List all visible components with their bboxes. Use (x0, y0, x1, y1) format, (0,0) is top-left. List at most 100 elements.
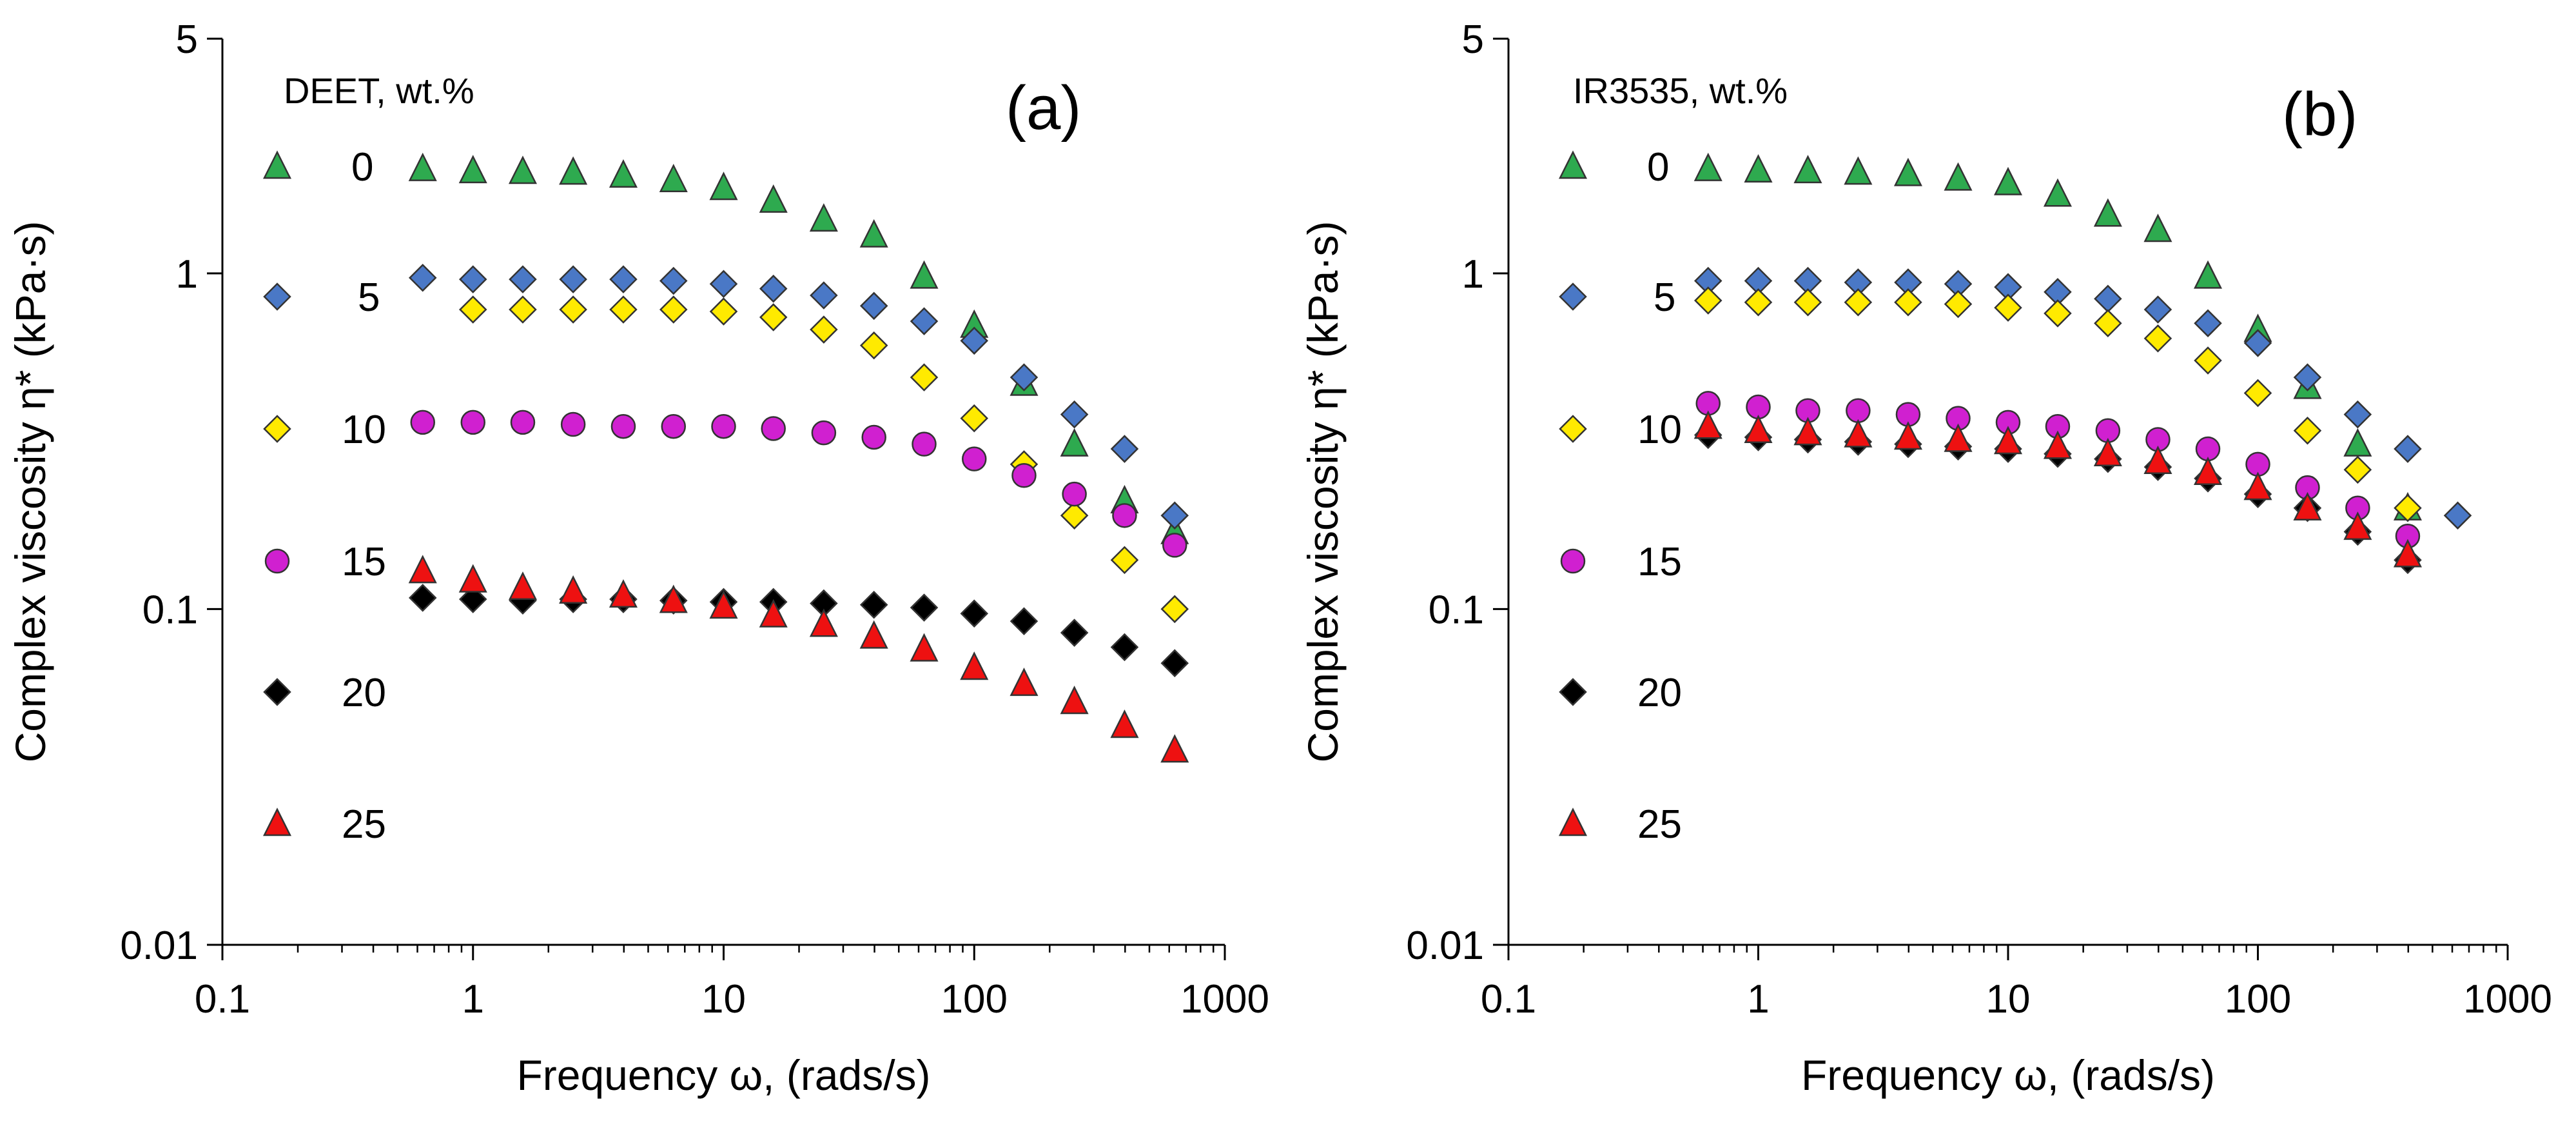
panel-label: (a) (1006, 74, 1081, 143)
data-point (559, 156, 588, 185)
data-point (1793, 155, 1822, 184)
data-point (1993, 166, 2023, 195)
legend-marker (263, 678, 291, 706)
data-point (910, 633, 939, 662)
legend-marker (263, 415, 291, 443)
data-point (910, 260, 939, 289)
data-point (1160, 734, 1189, 763)
x-tick-label: 10 (701, 977, 746, 1022)
data-point (2043, 178, 2073, 207)
data-point (960, 651, 989, 680)
legend-marker (1559, 415, 1587, 443)
panel-label: (b) (2282, 80, 2357, 149)
data-point (610, 413, 636, 439)
data-point (1162, 533, 1187, 558)
data-point (1110, 633, 1139, 662)
y-tick-label: 1 (1462, 252, 1484, 297)
data-point (510, 410, 536, 435)
data-point (1060, 428, 1089, 457)
data-point (1744, 288, 1773, 317)
data-point (458, 564, 487, 593)
data-point (709, 172, 738, 201)
data-point (609, 579, 638, 608)
legend-marker (1558, 807, 1588, 836)
data-point (1062, 481, 1087, 507)
data-point (2393, 539, 2422, 568)
data-point (408, 263, 437, 292)
data-point (759, 184, 788, 213)
data-point (1110, 546, 1139, 575)
data-point (1944, 290, 1973, 319)
data-point (1894, 288, 1922, 317)
data-point (2343, 511, 2372, 540)
data-point (2143, 445, 2172, 474)
data-point (1160, 501, 1189, 530)
data-point (2243, 379, 2272, 408)
data-point (659, 295, 688, 324)
data-point (2143, 213, 2172, 242)
data-point (408, 555, 437, 584)
data-point (1846, 398, 1871, 423)
y-tick-label: 1 (176, 252, 198, 297)
data-point (759, 274, 788, 303)
x-tick-label: 0.1 (1481, 977, 1536, 1022)
data-point (2394, 435, 2422, 463)
x-axis-title: Frequency ω, (rads/s) (516, 1051, 930, 1099)
data-point (910, 363, 939, 391)
x-tick-label: 100 (941, 977, 1008, 1022)
data-point (809, 203, 838, 232)
data-point (1744, 153, 1773, 183)
data-point (1112, 503, 1137, 528)
x-tick-label: 1 (462, 977, 484, 1022)
data-point (759, 598, 788, 628)
data-point (410, 410, 435, 435)
y-tick-label: 0.1 (1429, 588, 1484, 632)
data-point (1060, 618, 1089, 647)
data-point (2044, 299, 2072, 328)
data-point (609, 265, 638, 293)
data-point (962, 446, 987, 471)
data-point (1693, 152, 1722, 181)
legend-title: IR3535, wt.% (1573, 70, 1788, 111)
legend-label: 15 (342, 540, 386, 584)
data-point (2293, 491, 2322, 520)
data-point (2293, 363, 2322, 391)
data-point (560, 411, 586, 437)
data-point (609, 295, 638, 324)
data-point (960, 599, 989, 628)
data-point (810, 281, 838, 310)
data-point (408, 584, 437, 612)
data-point (1744, 414, 1773, 444)
data-point (960, 326, 989, 355)
data-point (2094, 284, 2122, 313)
x-tick-label: 1000 (1180, 977, 1269, 1022)
data-point (1010, 667, 1039, 697)
data-point (2143, 295, 2172, 324)
data-point (1844, 156, 1873, 185)
legend-label: 20 (1637, 671, 1682, 715)
data-point (458, 265, 487, 293)
data-point (2094, 309, 2122, 338)
data-point (458, 585, 487, 613)
data-point (709, 590, 738, 619)
data-point (859, 620, 888, 649)
data-point (709, 297, 738, 326)
data-point (809, 608, 838, 637)
legend-marker (262, 807, 292, 836)
data-point (960, 404, 989, 433)
data-point (1944, 423, 1973, 452)
legend-marker (1559, 678, 1587, 706)
data-point (2443, 501, 2472, 530)
data-point (509, 295, 537, 324)
data-point (2143, 324, 2172, 353)
data-point (2194, 309, 2222, 338)
data-point (1994, 293, 2022, 322)
data-point (1011, 463, 1037, 488)
data-point (1693, 410, 1722, 439)
legend-label: 10 (1637, 408, 1682, 452)
data-point (2343, 455, 2372, 484)
y-axis-title: Complex viscosity η* (kPa·s) (6, 221, 54, 763)
legend-title: DEET, wt.% (284, 70, 474, 111)
